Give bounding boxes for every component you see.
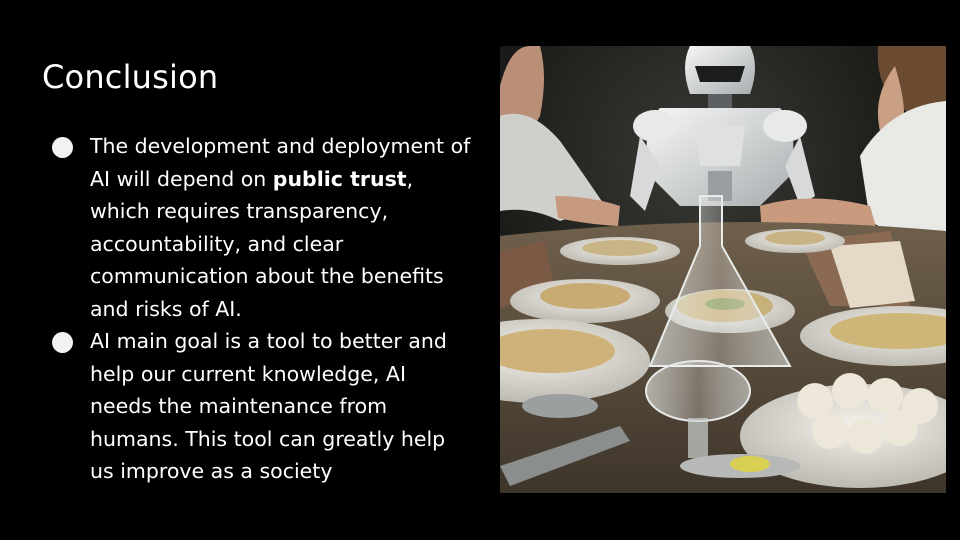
- robot: [630, 46, 815, 211]
- bullet-item-public-trust: The development and deployment of AI wil…: [52, 130, 472, 325]
- illustration-image: [500, 46, 946, 493]
- bullet-dot-icon: [52, 137, 73, 158]
- bullet-item-ai-goal: AI main goal is a tool to better and hel…: [52, 325, 472, 488]
- bullet-dot-icon: [52, 332, 73, 353]
- left-person: [500, 46, 620, 226]
- bullet-text: AI main goal is a tool to better and hel…: [90, 329, 447, 483]
- bullet-list: The development and deployment of AI wil…: [52, 130, 472, 488]
- right-person: [760, 46, 946, 241]
- bullet-text-start: The development and deployment of AI wil…: [90, 134, 471, 191]
- bullet-text-end: , which requires transparency, accountab…: [90, 166, 444, 321]
- bullet-text: The development and deployment of AI wil…: [90, 134, 470, 321]
- robot-dinner-illustration: [500, 46, 946, 493]
- bullet-text-emphasis: public trust: [272, 166, 407, 191]
- slide-title: Conclusion: [42, 58, 219, 96]
